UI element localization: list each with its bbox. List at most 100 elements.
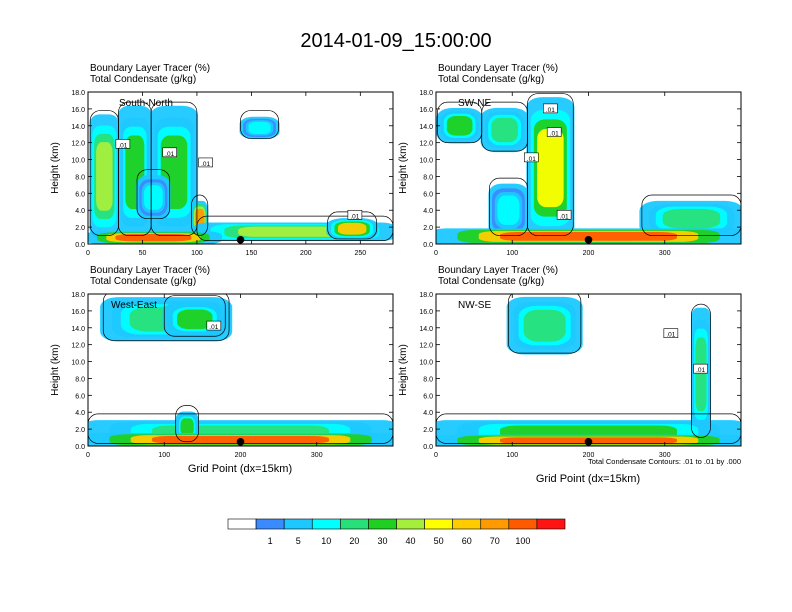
x-tick-label: 200 bbox=[583, 250, 595, 257]
tracer-region bbox=[695, 337, 707, 411]
contour-label: .01 bbox=[165, 151, 174, 158]
y-tick-label: 18.0 bbox=[71, 292, 85, 299]
y-tick-label: 10.0 bbox=[71, 158, 85, 165]
y-tick-label: 16.0 bbox=[419, 309, 433, 316]
y-axis-label: Height (km) bbox=[398, 142, 409, 194]
colorbar-label: 60 bbox=[462, 536, 472, 546]
contour-label: .01 bbox=[350, 213, 359, 220]
location-marker bbox=[236, 437, 245, 446]
contour-label-box bbox=[347, 209, 363, 220]
tracer-region bbox=[537, 128, 564, 208]
condensate-contour bbox=[527, 93, 574, 236]
y-tick-label: 12.0 bbox=[419, 141, 433, 148]
y-tick-label: 8.0 bbox=[423, 376, 433, 383]
tracer-region bbox=[96, 142, 113, 211]
x-tick-label: 50 bbox=[139, 250, 147, 257]
y-tick-label: 6.0 bbox=[75, 393, 85, 400]
contour-label: .01 bbox=[696, 367, 705, 374]
condensate-contour bbox=[102, 294, 230, 341]
contour-label: .01 bbox=[527, 156, 536, 163]
condensate-contour bbox=[240, 110, 279, 139]
contour-label-box bbox=[206, 320, 222, 331]
x-tick-label: 200 bbox=[300, 250, 312, 257]
y-tick-label: 12.0 bbox=[71, 343, 85, 350]
figure-title: 2014-01-09_15:00:00 bbox=[300, 30, 492, 52]
colorbar-swatch bbox=[536, 518, 566, 530]
y-tick-label: 14.0 bbox=[419, 326, 433, 333]
contour-label: .01 bbox=[550, 131, 559, 138]
panel-label: SW-NE bbox=[458, 98, 491, 109]
x-tick-label: 100 bbox=[506, 250, 518, 257]
tracer-region bbox=[248, 121, 271, 135]
y-tick-label: 4.0 bbox=[423, 410, 433, 417]
plot-frame bbox=[435, 293, 742, 447]
location-marker bbox=[584, 437, 593, 446]
panel-nw-se: Boundary Layer Tracer (%) Total Condensa… bbox=[398, 265, 742, 485]
tracer-region bbox=[238, 226, 352, 237]
y-tick-label: 2.0 bbox=[423, 427, 433, 434]
y-tick-label: 10.0 bbox=[419, 360, 433, 367]
tracer-region bbox=[446, 115, 473, 136]
panel-west-east: Boundary Layer Tracer (%) Total Condensa… bbox=[50, 265, 394, 475]
x-tick-label: 0 bbox=[434, 250, 438, 257]
y-tick-label: 16.0 bbox=[419, 107, 433, 114]
panel-subtitle-line1: Boundary Layer Tracer (%) bbox=[438, 265, 558, 276]
tracer-region bbox=[143, 185, 163, 210]
panel-label: West-East bbox=[111, 300, 157, 311]
footnote: Total Condensate Contours: .01 to .01 by… bbox=[588, 457, 741, 466]
contour-label-box bbox=[543, 103, 558, 114]
tracer-region bbox=[177, 309, 213, 330]
location-marker bbox=[584, 235, 593, 244]
tracer-field bbox=[88, 294, 393, 446]
y-tick-label: 16.0 bbox=[71, 309, 85, 316]
y-tick-label: 6.0 bbox=[423, 393, 433, 400]
x-tick-label: 200 bbox=[583, 452, 595, 459]
contour-label-box bbox=[556, 209, 572, 220]
panel-subtitle-line1: Boundary Layer Tracer (%) bbox=[90, 265, 210, 276]
colorbar-label: 50 bbox=[434, 536, 444, 546]
x-tick-label: 100 bbox=[506, 452, 518, 459]
x-tick-label: 250 bbox=[354, 250, 366, 257]
condensate-contour bbox=[508, 294, 582, 354]
contour-label: .01 bbox=[666, 332, 675, 339]
x-tick-label: 0 bbox=[86, 452, 90, 459]
colorbar-swatch bbox=[227, 518, 257, 530]
plot-frame bbox=[435, 91, 742, 245]
colorbar-swatch bbox=[255, 518, 285, 530]
colorbar-label: 10 bbox=[321, 536, 331, 546]
tracer-field bbox=[436, 93, 741, 244]
y-tick-label: 12.0 bbox=[71, 141, 85, 148]
panel-subtitle-line2: Total Condensate (g/kg) bbox=[90, 276, 196, 287]
colorbar-swatch bbox=[396, 518, 425, 530]
y-tick-label: 10.0 bbox=[71, 360, 85, 367]
colorbar-label: 100 bbox=[515, 536, 530, 546]
colorbar-swatch bbox=[340, 518, 369, 530]
panel-subtitle-line1: Boundary Layer Tracer (%) bbox=[90, 63, 210, 74]
y-tick-label: 6.0 bbox=[423, 191, 433, 198]
x-tick-label: 200 bbox=[235, 452, 247, 459]
panel-south-north: Boundary Layer Tracer (%) Total Condensa… bbox=[50, 63, 394, 257]
panel-subtitle-line2: Total Condensate (g/kg) bbox=[438, 74, 544, 85]
contour-label-box bbox=[693, 363, 708, 374]
colorbar-label: 1 bbox=[268, 536, 273, 546]
y-tick-label: 4.0 bbox=[75, 410, 85, 417]
y-tick-label: 0.0 bbox=[75, 444, 85, 451]
y-tick-label: 18.0 bbox=[71, 90, 85, 97]
y-axis-label: Height (km) bbox=[50, 142, 61, 194]
colorbar-swatch bbox=[283, 518, 313, 530]
y-tick-label: 4.0 bbox=[423, 208, 433, 215]
y-tick-label: 14.0 bbox=[419, 124, 433, 131]
colorbar-swatch bbox=[480, 518, 510, 530]
x-tick-label: 0 bbox=[434, 452, 438, 459]
y-tick-label: 8.0 bbox=[75, 174, 85, 181]
x-tick-label: 100 bbox=[191, 250, 203, 257]
panel-label: South-North bbox=[119, 98, 173, 109]
location-marker bbox=[236, 235, 245, 244]
y-tick-label: 10.0 bbox=[419, 158, 433, 165]
panel-sw-ne: Boundary Layer Tracer (%) Total Condensa… bbox=[398, 63, 742, 257]
y-tick-label: 2.0 bbox=[75, 427, 85, 434]
condensate-contour bbox=[196, 215, 393, 241]
y-axis-label: Height (km) bbox=[398, 344, 409, 396]
condensate-contour bbox=[691, 303, 711, 438]
